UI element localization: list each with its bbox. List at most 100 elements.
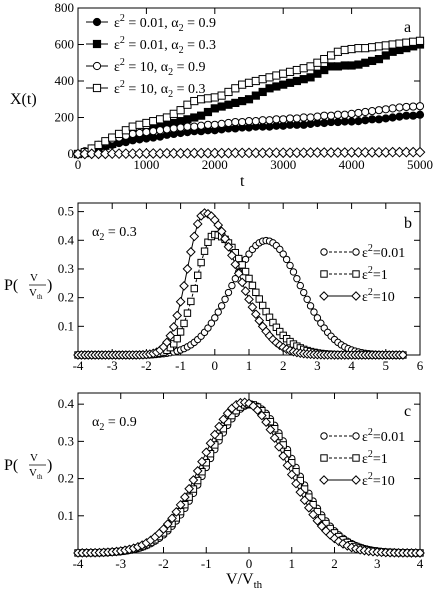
panel-a-legend-label-1-alpha-value: = 0.3 [184,38,216,53]
panel-c-series-2-point [158,524,169,534]
panel-a-series-3-point [210,93,219,102]
panel-a-series-1-point [320,65,329,75]
panel-a-series-2-point [244,117,254,126]
panel-b-series-0-point [310,308,318,316]
panel-a-ytick-label: 800 [55,0,75,15]
panel-b-series-1-point [200,247,209,255]
panel-b-series-2-point [220,233,230,244]
panel-c-xtick-label: -1 [201,556,212,571]
panel-a-series-2-point [210,120,219,129]
panel-b-annotation: α2 = 0.3 [92,225,137,243]
panel-b-series [73,208,408,360]
panel-a-series-3-point [217,91,226,100]
panel-c-series-2-point [218,414,229,425]
panel-a-xtick-label: 0 [75,157,82,172]
panel-a-series-2-point [203,120,213,129]
panel-b-series-1-point [197,258,205,267]
panel-b-series-2-point [250,309,261,320]
panel-a-series-2-point [368,107,377,116]
panel-a-series-3-point [265,73,274,82]
panel-c-series-2-point [269,433,280,443]
panel-c-series-2-point [303,502,314,513]
panel-a-ytick-label: 0 [68,146,75,161]
panel-a-series-3-point [251,76,260,86]
panel-b-series-2-point [240,286,251,296]
panel-b-legend-marker-left-2 [319,291,329,301]
panel-a-series-2-point [272,115,281,124]
panel-a-series-2-point [176,123,185,132]
panel-b-annotation-alpha: α [92,225,100,240]
panel-b-series-2-point [247,302,258,312]
panel-a-series-1 [73,40,425,159]
panel-a-series-3-point [388,40,397,49]
panel-b-series-0-point [231,274,240,283]
panel-a-series-3-point [135,120,144,129]
panel-a-legend-label-0-eps-exp: 2 [120,13,125,24]
panel-a-legend-label-0-alpha-value: = 0.9 [184,16,216,31]
panel-a-series-1-point [347,61,356,70]
panel-b-series-0-point [293,274,301,283]
panel-a-series-3-point [285,67,295,76]
panel-c-series-2-point [222,408,233,419]
panel-c-xtick-label: 0 [246,556,253,571]
panel-a-series-2 [73,102,425,159]
panel-a-legend-label-1-alpha-sub: 2 [179,45,184,56]
panel-c-series-2-point [205,438,216,449]
panel-a-legend-label-3-eps-exp: 2 [120,79,125,90]
panel-c-xlabel: V/Vth [226,571,263,591]
panel-b-series-2-point [213,220,224,230]
panel-c-legend-label-1-value: =1 [373,452,388,467]
panel-c-series-2-point [312,515,323,526]
panel-a-series-2-point [374,106,384,115]
panel-b-ylabel-num: V [30,272,38,284]
panel-b-ylabel-main: P( [4,277,18,294]
panel-a-series-2-point [265,116,274,125]
panel-a-series-2-point [395,103,404,112]
panel-c-annotation-sub: 2 [99,422,104,433]
panel-b-xtick-label: 2 [280,358,287,373]
panel-a-series-1-point [368,56,377,66]
panel-c-series-2 [73,397,425,558]
panel-a-series-1-point [265,84,274,93]
panel-b-legend-label-0: ε2=0.01 [362,243,405,261]
panel-a-series-2-point [251,117,260,126]
panel-b-ytick-label: 0.2 [58,290,74,305]
panel-b-xtick-label: 0 [212,358,219,373]
panel-c-legend-marker-right-2 [351,475,361,485]
panel-b-series-0-point [300,288,308,297]
panel-b-series-0-point [282,255,291,264]
panel-a-series-2-point [285,114,295,123]
panel-c-letter: c [404,403,411,420]
panel-b-series-0-point [317,319,325,327]
panel-b-series-0-point [313,314,322,322]
panel-b-ytick-label: 0.1 [58,318,74,333]
panel-b-series-2-point [254,315,265,326]
panel-a-series-1-point [333,62,343,71]
panel-b-legend-label-2: ε2=10 [362,287,395,305]
panel-c-series-2-point [180,492,190,502]
panel-a-legend-marker-2 [92,61,102,71]
panel-a-series-3-point [347,44,356,54]
panel-c-legend-label-0: ε2=0.01 [362,427,405,445]
panel-a-series-3-point [381,41,390,50]
panel-c-legend-marker-left-2 [319,475,329,485]
panel-b-series-0-point [224,288,233,297]
panel-c-legend-marker-left-0 [320,432,328,440]
panel-a-series-1-point [374,55,384,64]
panel-a-series-1-point [313,69,322,78]
panel-b-xtick-label: 3 [314,358,321,373]
panel-c-ylabel-close: ) [47,457,52,474]
panel-b-series-0-point [279,250,287,258]
panel-a-ytick-label: 400 [55,73,75,88]
panel-b-series-2-point [233,268,244,279]
panel-c-legend-marker-left-1 [320,454,328,462]
panel-b-legend-marker-right-1 [352,270,360,278]
panel-c-axes: -4 -3 -2 -1 0 1 2 3 4 0.1 0.2 0.3 0.4 [58,393,424,571]
panel-a-series-1-point [190,113,199,122]
panel-b-series-2-point [162,337,172,348]
panel-c-series-2-point [184,483,195,494]
panel-a-series-2-point [231,117,240,127]
panel-b-series-2-point [244,294,254,305]
